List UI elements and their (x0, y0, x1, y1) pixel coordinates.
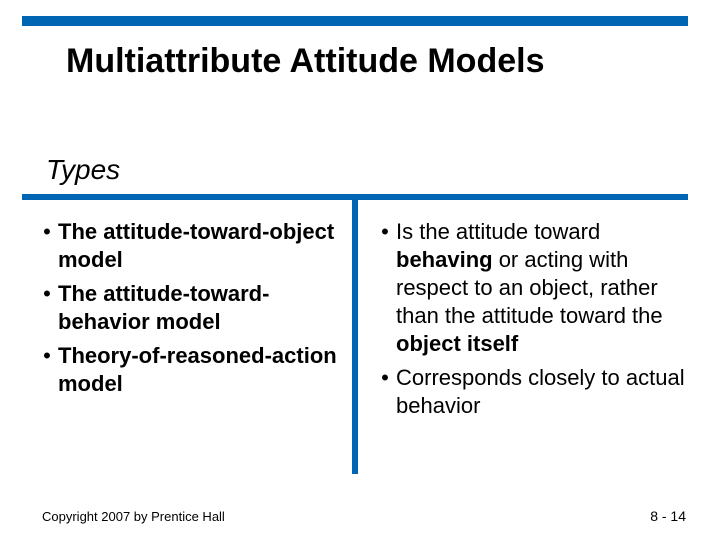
page-number: 8 - 14 (650, 508, 686, 524)
list-item: • Corresponds closely to actual behavior (374, 364, 690, 420)
bullet-text: The attitude-toward-object model (58, 218, 346, 274)
top-accent-bar (22, 16, 688, 26)
bullet-text: Is the attitude toward behaving or actin… (396, 218, 690, 358)
bullet-icon: • (36, 280, 58, 336)
bullet-icon: • (374, 364, 396, 420)
slide-subtitle: Types (46, 154, 120, 186)
bullet-icon: • (36, 218, 58, 274)
list-item: • The attitude-toward-behavior model (36, 280, 346, 336)
vertical-divider (352, 194, 358, 474)
bullet-text: Corresponds closely to actual behavior (396, 364, 690, 420)
right-column: • Is the attitude toward behaving or act… (374, 218, 690, 426)
copyright-text: Copyright 2007 by Prentice Hall (42, 509, 225, 524)
list-item: • Is the attitude toward behaving or act… (374, 218, 690, 358)
slide-title: Multiattribute Attitude Models (66, 42, 544, 81)
list-item: • The attitude-toward-object model (36, 218, 346, 274)
list-item: • Theory-of-reasoned-action model (36, 342, 346, 398)
bullet-text: The attitude-toward-behavior model (58, 280, 346, 336)
bullet-icon: • (374, 218, 396, 358)
bullet-text: Theory-of-reasoned-action model (58, 342, 346, 398)
left-column: • The attitude-toward-object model • The… (36, 218, 346, 404)
bullet-icon: • (36, 342, 58, 398)
